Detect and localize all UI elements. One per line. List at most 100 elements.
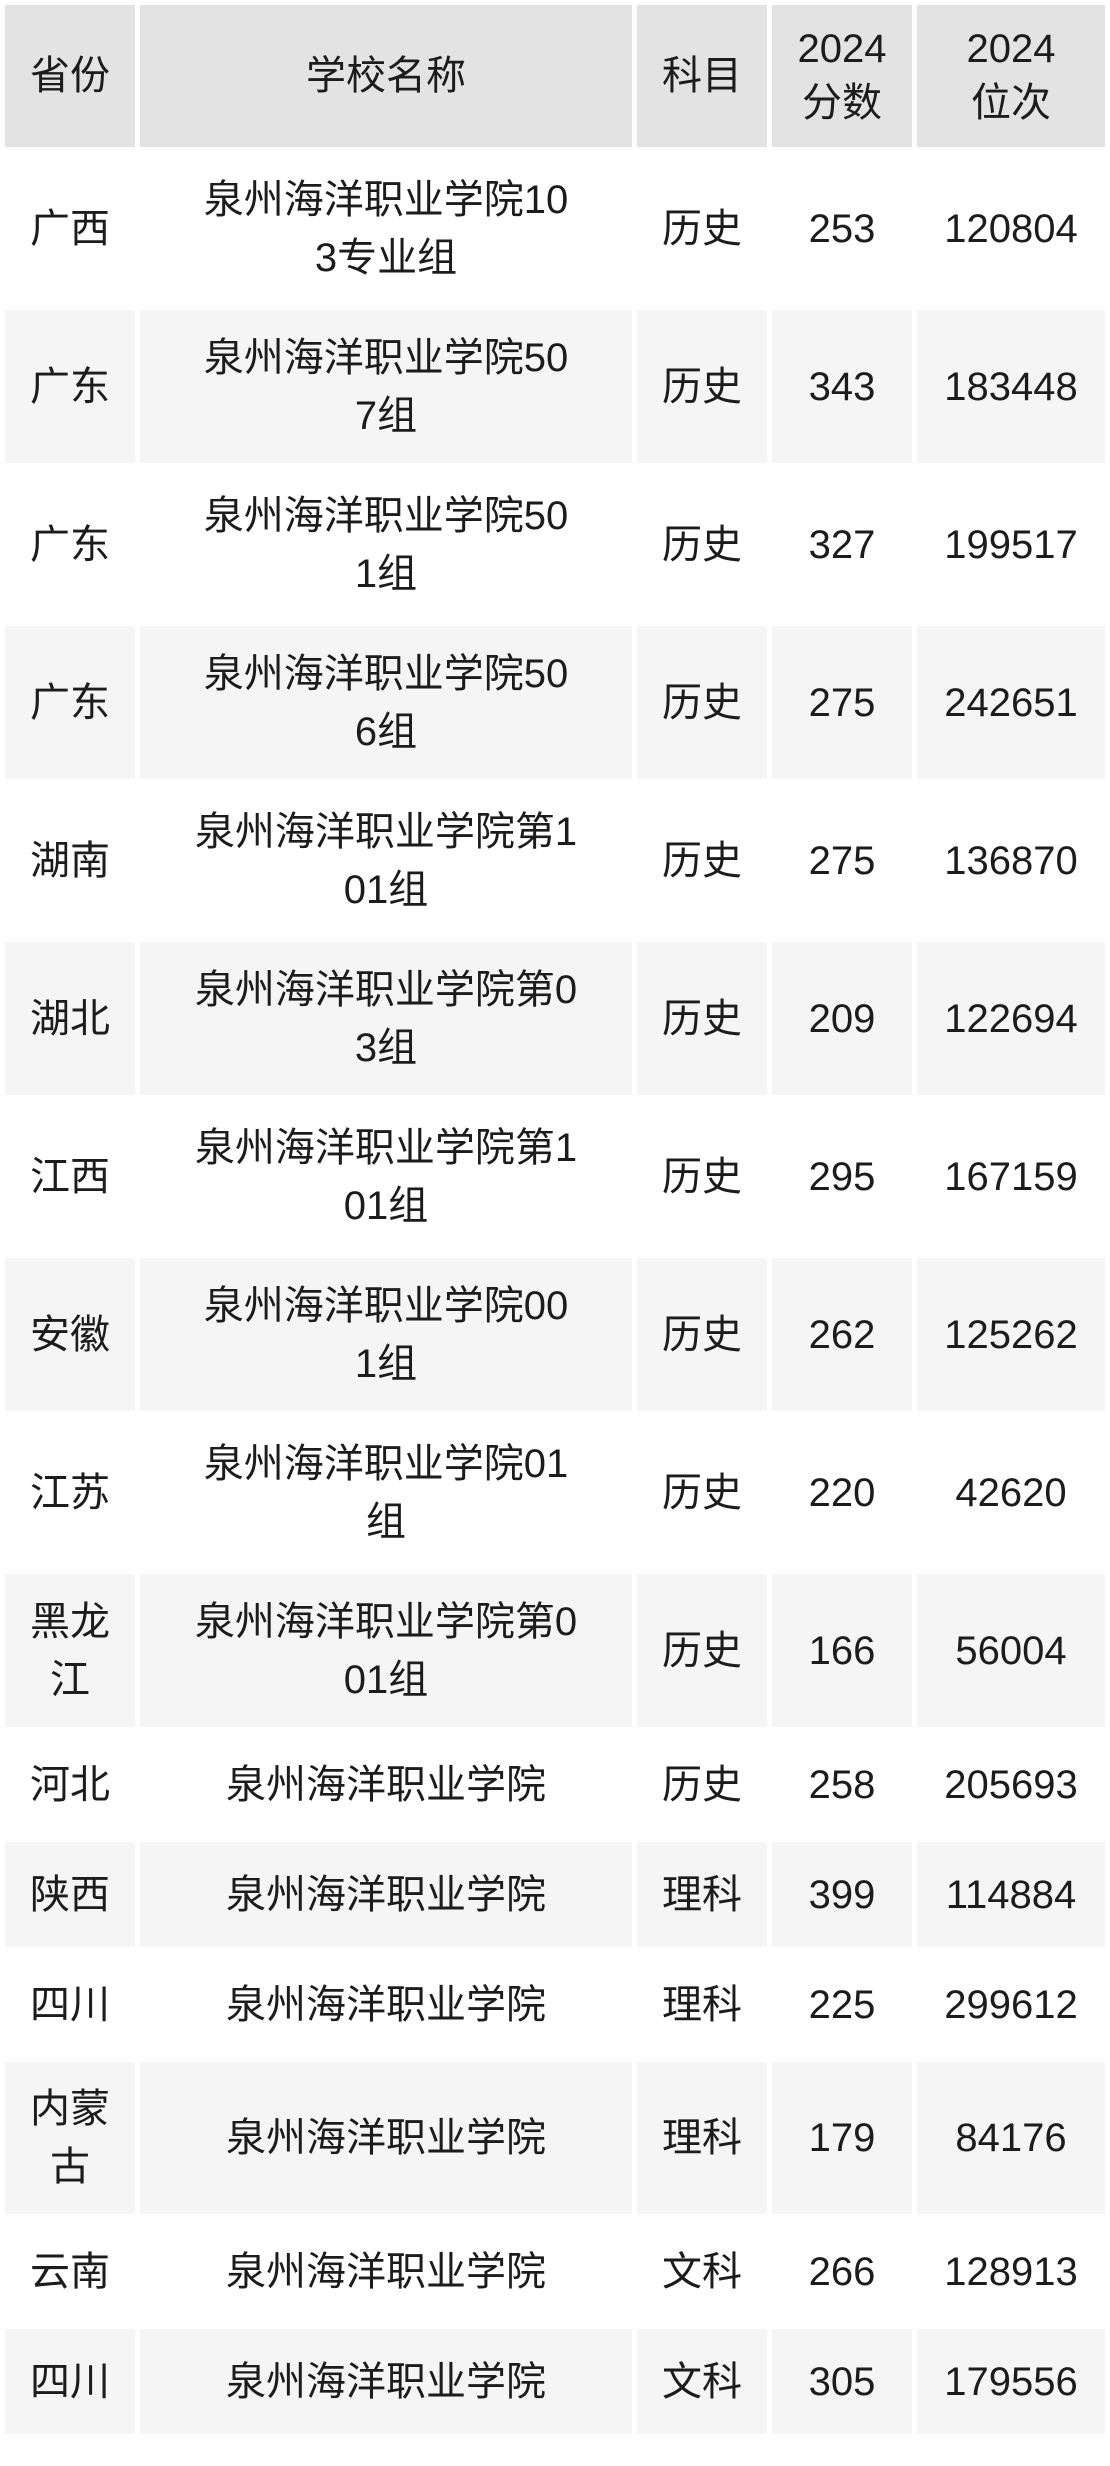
table-body: 广西 泉州海洋职业学院103专业组 历史 253 120804 广东 泉州海洋职业学院507…: [5, 152, 1105, 2434]
table-row: 河北 泉州海洋职业学院 历史 258 205693: [5, 1732, 1105, 1837]
cell-province: 内蒙古: [5, 2062, 135, 2214]
cell-province: 江西: [5, 1100, 135, 1253]
cell-subject: 历史: [637, 626, 767, 779]
cell-province: 湖北: [5, 942, 135, 1095]
cell-rank: 42620: [917, 1416, 1105, 1569]
table-row: 湖南 泉州海洋职业学院第101组 历史 275 136870: [5, 784, 1105, 937]
cell-subject: 理科: [637, 1842, 767, 1947]
cell-rank: 125262: [917, 1258, 1105, 1411]
cell-school: 泉州海洋职业学院001组: [140, 1258, 632, 1411]
cell-school: 泉州海洋职业学院507组: [140, 310, 632, 463]
cell-school: 泉州海洋职业学院103专业组: [140, 152, 632, 305]
cell-score: 220: [772, 1416, 912, 1569]
cell-rank: 136870: [917, 784, 1105, 937]
cell-school: 泉州海洋职业学院: [140, 2062, 632, 2214]
cell-subject: 历史: [637, 1732, 767, 1837]
cell-score: 166: [772, 1574, 912, 1727]
cell-rank: 179556: [917, 2329, 1105, 2434]
cell-rank: 56004: [917, 1574, 1105, 1727]
cell-province: 广东: [5, 310, 135, 463]
column-header-province: 省份: [5, 5, 135, 147]
cell-rank: 84176: [917, 2062, 1105, 2214]
column-header-score: 2024 分数: [772, 5, 912, 147]
table-row: 内蒙古 泉州海洋职业学院 理科 179 84176: [5, 2062, 1105, 2214]
cell-school: 泉州海洋职业学院: [140, 2329, 632, 2434]
cell-province: 四川: [5, 2329, 135, 2434]
cell-rank: 128913: [917, 2219, 1105, 2324]
cell-province: 陕西: [5, 1842, 135, 1947]
cell-score: 343: [772, 310, 912, 463]
cell-subject: 历史: [637, 1416, 767, 1569]
cell-subject: 历史: [637, 468, 767, 621]
cell-rank: 114884: [917, 1842, 1105, 1947]
cell-score: 225: [772, 1952, 912, 2057]
cell-score: 258: [772, 1732, 912, 1837]
cell-school: 泉州海洋职业学院: [140, 1842, 632, 1947]
table-row: 黑龙江 泉州海洋职业学院第001组 历史 166 56004: [5, 1574, 1105, 1727]
cell-subject: 理科: [637, 1952, 767, 2057]
cell-school: 泉州海洋职业学院第101组: [140, 784, 632, 937]
cell-score: 209: [772, 942, 912, 1095]
cell-province: 安徽: [5, 1258, 135, 1411]
cell-subject: 文科: [637, 2219, 767, 2324]
cell-province: 云南: [5, 2219, 135, 2324]
cell-score: 266: [772, 2219, 912, 2324]
table-row: 广西 泉州海洋职业学院103专业组 历史 253 120804: [5, 152, 1105, 305]
cell-province: 河北: [5, 1732, 135, 1837]
table-row: 四川 泉州海洋职业学院 文科 305 179556: [5, 2329, 1105, 2434]
cell-subject: 历史: [637, 1100, 767, 1253]
cell-rank: 183448: [917, 310, 1105, 463]
column-header-subject: 科目: [637, 5, 767, 147]
table-row: 四川 泉州海洋职业学院 理科 225 299612: [5, 1952, 1105, 2057]
cell-province: 湖南: [5, 784, 135, 937]
table-row: 湖北 泉州海洋职业学院第03组 历史 209 122694: [5, 942, 1105, 1095]
cell-subject: 文科: [637, 2329, 767, 2434]
cell-rank: 242651: [917, 626, 1105, 779]
cell-score: 179: [772, 2062, 912, 2214]
cell-school: 泉州海洋职业学院01组: [140, 1416, 632, 1569]
cell-rank: 120804: [917, 152, 1105, 305]
cell-province: 广东: [5, 626, 135, 779]
cell-score: 253: [772, 152, 912, 305]
cell-province: 广西: [5, 152, 135, 305]
cell-subject: 历史: [637, 1574, 767, 1727]
cell-province: 四川: [5, 1952, 135, 2057]
cell-score: 399: [772, 1842, 912, 1947]
cell-school: 泉州海洋职业学院第001组: [140, 1574, 632, 1727]
cell-score: 327: [772, 468, 912, 621]
cell-rank: 199517: [917, 468, 1105, 621]
cell-subject: 历史: [637, 152, 767, 305]
cell-subject: 历史: [637, 784, 767, 937]
cell-score: 305: [772, 2329, 912, 2434]
cell-province: 广东: [5, 468, 135, 621]
table-row: 广东 泉州海洋职业学院507组 历史 343 183448: [5, 310, 1105, 463]
cell-school: 泉州海洋职业学院第03组: [140, 942, 632, 1095]
column-header-school: 学校名称: [140, 5, 632, 147]
cell-rank: 205693: [917, 1732, 1105, 1837]
table-row: 江苏 泉州海洋职业学院01组 历史 220 42620: [5, 1416, 1105, 1569]
cell-rank: 122694: [917, 942, 1105, 1095]
cell-score: 262: [772, 1258, 912, 1411]
cell-subject: 历史: [637, 942, 767, 1095]
cell-province: 黑龙江: [5, 1574, 135, 1727]
cell-score: 295: [772, 1100, 912, 1253]
cell-school: 泉州海洋职业学院第101组: [140, 1100, 632, 1253]
cell-school: 泉州海洋职业学院506组: [140, 626, 632, 779]
cell-school: 泉州海洋职业学院: [140, 2219, 632, 2324]
cell-score: 275: [772, 784, 912, 937]
table-row: 广东 泉州海洋职业学院506组 历史 275 242651: [5, 626, 1105, 779]
table-row: 江西 泉州海洋职业学院第101组 历史 295 167159: [5, 1100, 1105, 1253]
cell-rank: 167159: [917, 1100, 1105, 1253]
cell-school: 泉州海洋职业学院501组: [140, 468, 632, 621]
cell-subject: 历史: [637, 310, 767, 463]
column-header-rank: 2024 位次: [917, 5, 1105, 147]
cell-school: 泉州海洋职业学院: [140, 1952, 632, 2057]
cell-province: 江苏: [5, 1416, 135, 1569]
cell-subject: 历史: [637, 1258, 767, 1411]
cell-subject: 理科: [637, 2062, 767, 2214]
table-row: 安徽 泉州海洋职业学院001组 历史 262 125262: [5, 1258, 1105, 1411]
cell-rank: 299612: [917, 1952, 1105, 2057]
table-row: 广东 泉州海洋职业学院501组 历史 327 199517: [5, 468, 1105, 621]
table-row: 云南 泉州海洋职业学院 文科 266 128913: [5, 2219, 1105, 2324]
